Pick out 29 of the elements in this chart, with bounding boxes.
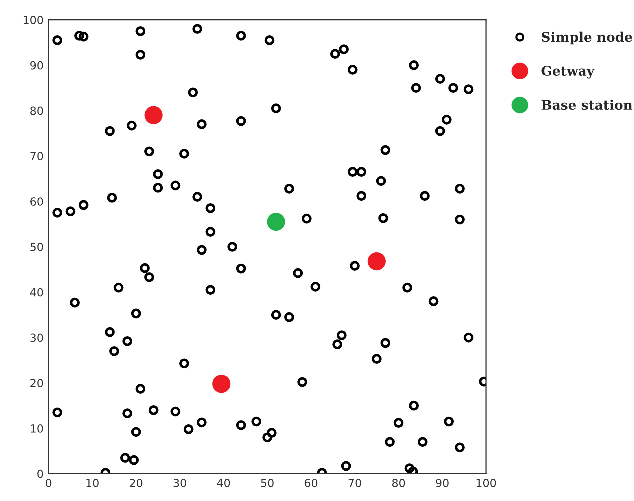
x-tick-label: 70 (348, 479, 362, 488)
y-tick-label: 90 (30, 61, 44, 70)
y-tick-label: 70 (30, 152, 44, 161)
x-tick-label: 80 (392, 479, 406, 488)
point (368, 252, 386, 271)
point (212, 375, 231, 394)
y-tick-label: 50 (30, 242, 44, 252)
x-tick-label: 90 (436, 479, 449, 488)
legend-label: Getway (542, 66, 595, 79)
point (267, 212, 286, 232)
x-tick-label: 40 (217, 479, 230, 488)
x-tick-label: 0 (46, 479, 52, 488)
y-tick-label: 0 (38, 470, 44, 478)
x-tick-label: 10 (86, 479, 99, 488)
y-tick-label: 60 (30, 198, 44, 206)
legend-label: Simple node (542, 32, 632, 45)
x-tick-label: 60 (305, 479, 318, 488)
y-tick-label: 80 (30, 106, 44, 116)
x-tick-label: 50 (261, 479, 274, 488)
y-tick-label: 100 (24, 16, 44, 24)
x-tick-label: 20 (130, 479, 143, 488)
y-tick-label: 40 (30, 288, 44, 297)
y-tick-label: 10 (31, 424, 44, 433)
legend-label: Base station (542, 100, 633, 110)
y-tick-label: 20 (30, 379, 44, 388)
y-tick-label: 30 (30, 334, 44, 342)
x-tick-label: 30 (174, 479, 186, 488)
x-tick-label: 100 (476, 479, 496, 488)
point (144, 106, 163, 124)
